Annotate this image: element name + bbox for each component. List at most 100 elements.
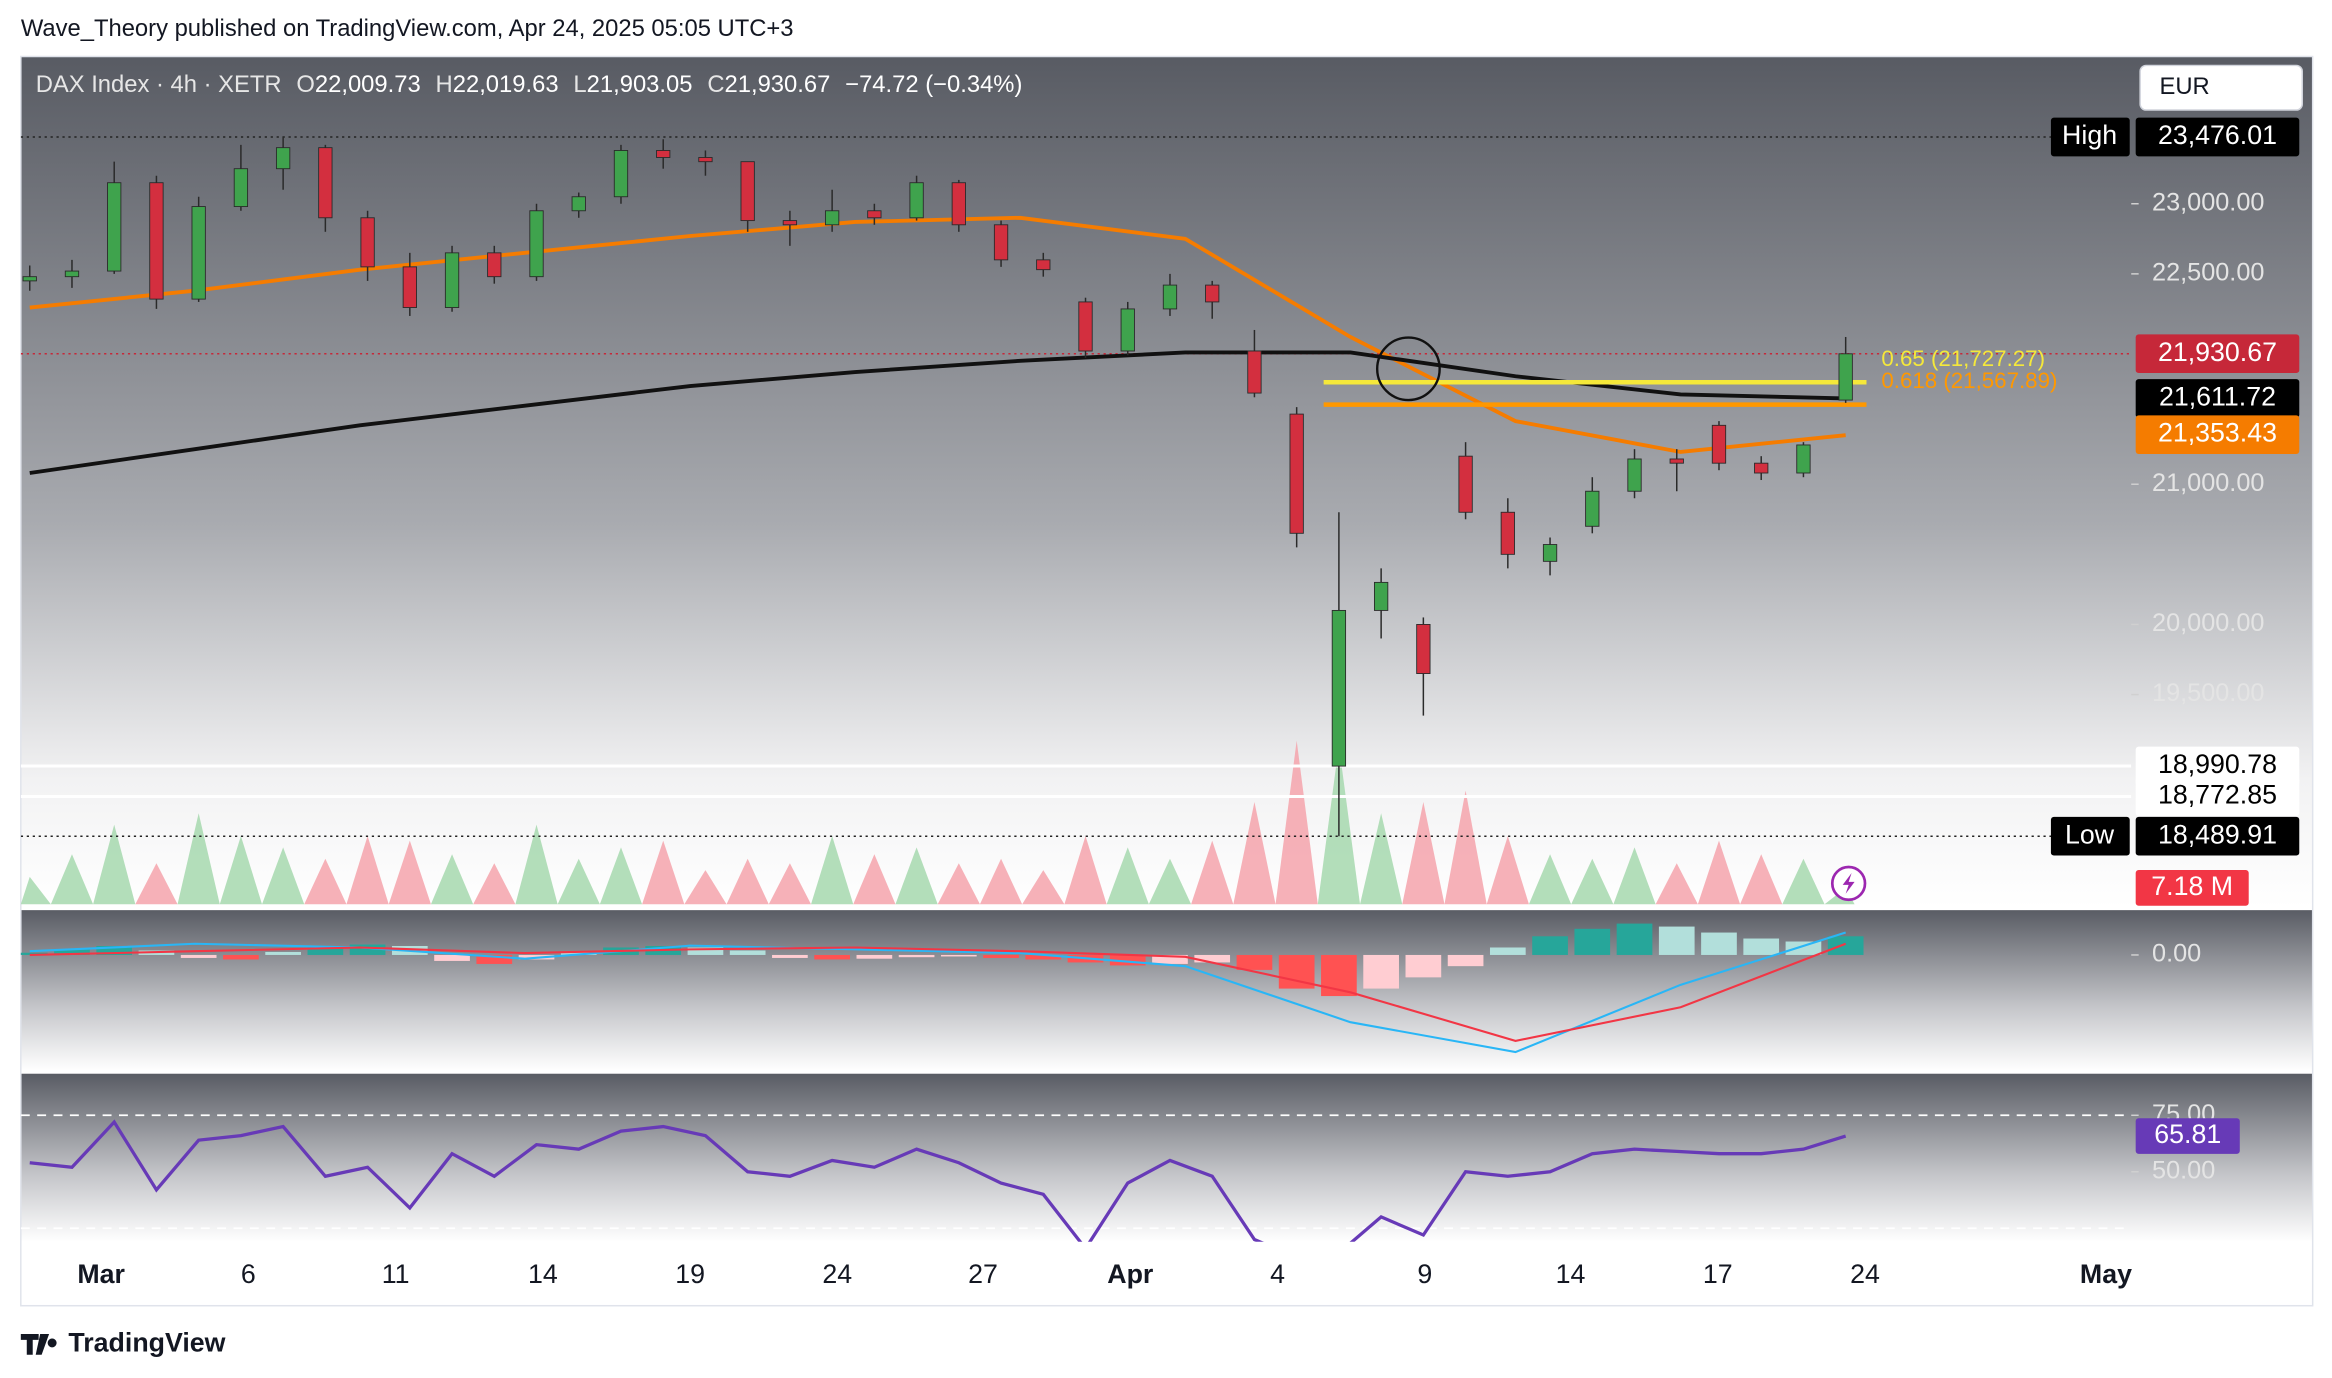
legend: DAX Index · 4h · XETR O22,009.73 H22,019.6… (36, 72, 1023, 99)
macd-histogram-bar (1025, 954, 1062, 960)
volume-area (599, 847, 643, 905)
volume-area (684, 870, 727, 905)
currency[interactable]: EUR (2159, 73, 2209, 100)
candle-body (1036, 259, 1051, 271)
macd-histogram-bar (307, 947, 344, 955)
price-label-box (2135, 334, 2300, 374)
ema-orange (29, 215, 1846, 454)
macd-histogram-bar (1405, 954, 1442, 978)
volume-area (1655, 863, 1698, 905)
volume-area (1697, 840, 1741, 905)
footer: TradingView (68, 1327, 225, 1357)
x-tick-label: 6 (241, 1259, 256, 1289)
candle-body (360, 217, 375, 268)
ohlc-value: 22,019.63 (453, 72, 559, 99)
candle-body (656, 150, 671, 158)
macd-histogram-bar (1574, 928, 1611, 955)
rsi-tick-label: 50.00 (2152, 1156, 2215, 1184)
volume-area (557, 858, 600, 905)
macd-histogram-bar (1743, 938, 1780, 955)
macd-histogram-bar (729, 950, 766, 955)
ma-black (29, 350, 1846, 475)
tv-logo (20, 1333, 57, 1355)
candle-body (1162, 284, 1178, 310)
x-tick-label: Mar (77, 1259, 125, 1289)
macd-histogram-bar (180, 954, 217, 958)
price-title-box (2050, 816, 2130, 856)
volume-area (515, 824, 558, 905)
symbol: DAX Index · 4h · XETR (36, 72, 282, 99)
volume-area (93, 824, 136, 905)
x-tick-label: 14 (528, 1259, 558, 1289)
price-label: 21,353.43 (2158, 418, 2277, 448)
macd-histogram-bar (772, 954, 808, 958)
rsi-line (29, 1119, 1847, 1242)
x-tick-label: 24 (822, 1259, 852, 1289)
volume-area (1782, 858, 1825, 905)
y-tick-label: 22,500.00 (2152, 259, 2264, 287)
candle-body (149, 182, 164, 300)
x-tick-label: 27 (968, 1259, 998, 1289)
alert-icon[interactable] (1830, 865, 1867, 902)
volume-area (1148, 858, 1192, 905)
price-label-box (2135, 746, 2300, 786)
candle-body (64, 270, 80, 278)
candle-body (402, 266, 417, 308)
macd-histogram-bar (1616, 923, 1653, 955)
currency-box[interactable] (2139, 64, 2303, 111)
candle-body (191, 206, 206, 300)
price-label-box (2135, 816, 2300, 856)
volume-area (1233, 801, 1276, 905)
macd-histogram-bar (1447, 954, 1484, 967)
volume-area (1486, 836, 1529, 905)
candle-body (1838, 353, 1853, 401)
alert-bolt[interactable] (1842, 872, 1855, 894)
macd-histogram-bar (687, 947, 724, 955)
ohlc-label: C (707, 72, 724, 99)
candle-body (444, 252, 460, 308)
price-label: 21,930.67 (2158, 337, 2277, 367)
frame (20, 55, 2314, 1307)
y-tick-label: 20,000.00 (2152, 609, 2264, 637)
candle-body (1500, 511, 1515, 555)
header: Wave_Theory published on TradingView.com… (21, 15, 794, 42)
candle-body (1669, 458, 1684, 464)
macd-histogram-bar (1152, 954, 1188, 964)
volume-area (1444, 790, 1487, 905)
price-label-box (2135, 777, 2300, 816)
candle-body (698, 157, 713, 163)
candle-body (1585, 490, 1600, 527)
fib-label: 0.65 (21,727.27) (1881, 346, 2045, 371)
rsi-pane (20, 1073, 2313, 1242)
macd-pane (20, 910, 2313, 1071)
macd-histogram-bar (54, 948, 90, 955)
x-axis (20, 1241, 2313, 1306)
volume-area (726, 858, 769, 905)
price-label: 18,990.78 (2158, 749, 2277, 779)
volume-area (1571, 858, 1614, 905)
candle-body (1754, 462, 1769, 474)
volume-area (388, 840, 431, 905)
macd-tick-label: 0.00 (2152, 940, 2201, 968)
x-tick-label: 17 (1703, 1259, 1733, 1289)
ohlc-value: 21,903.05 (587, 72, 693, 99)
candle-body (318, 147, 333, 219)
candle-body (1416, 624, 1431, 674)
macd-histogram-bar (1532, 936, 1568, 955)
ohlc-value: 21,930.67 (725, 72, 831, 99)
candle-body (1247, 350, 1262, 394)
price-plot (20, 136, 2132, 905)
volume-area (262, 847, 305, 905)
candle-body (782, 220, 798, 226)
volume-area (430, 854, 474, 905)
candle-body (951, 182, 966, 226)
candle-body (1120, 308, 1135, 352)
main-pane (20, 56, 2313, 908)
rsi-plot (20, 1114, 2132, 1242)
volume-area (346, 836, 389, 905)
volume-area (304, 858, 347, 905)
macd-histogram-bar (1489, 947, 1526, 955)
price-title: High (2062, 120, 2117, 150)
ohlc-value: 22,009.73 (315, 72, 421, 99)
